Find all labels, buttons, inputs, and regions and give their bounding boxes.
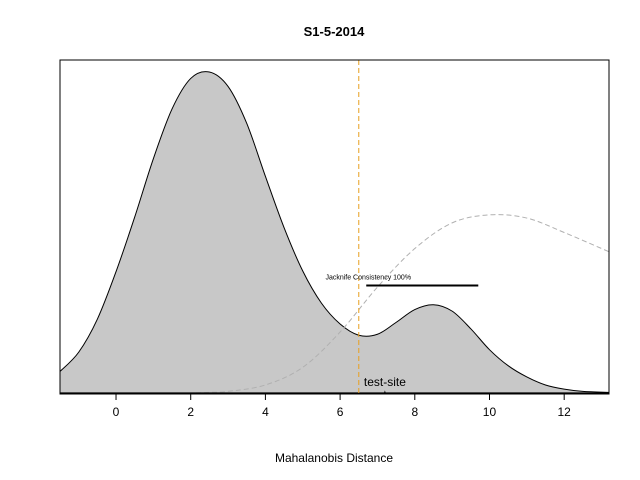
x-tick-label: 4 [262,405,269,419]
x-axis-label: Mahalanobis Distance [275,451,393,465]
test-site-star-marker: ★ [380,388,391,402]
x-tick-label: 0 [113,405,120,419]
plot-frame [59,59,610,395]
test-site-label: test-site [364,375,406,389]
jackknife-label: Jacknife Consistency 100% [325,274,411,281]
x-tick-label: 10 [483,405,497,419]
x-tick-label: 12 [558,405,572,419]
density-outline-line [60,71,609,393]
x-axis: 0 2 4 6 8 10 12 [113,394,572,419]
x-tick-label: 2 [187,405,194,419]
chart-title: S1-5-2014 [304,24,365,39]
x-tick-label: 8 [411,405,418,419]
x-tick-label: 6 [337,405,344,419]
density-fill-area [60,71,609,393]
